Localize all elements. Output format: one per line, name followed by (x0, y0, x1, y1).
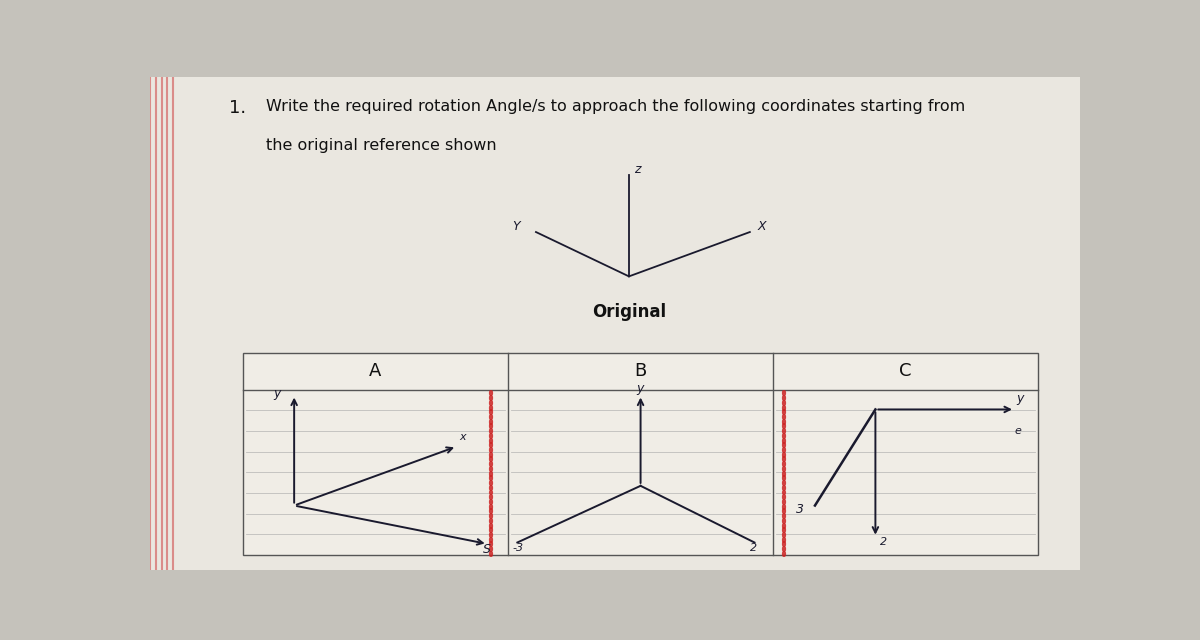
Text: Y: Y (512, 220, 521, 232)
Text: C: C (899, 362, 912, 380)
Text: 2: 2 (880, 537, 887, 547)
Text: y: y (1016, 392, 1024, 405)
Text: X: X (757, 220, 766, 232)
Text: Original: Original (592, 303, 666, 321)
Text: B: B (635, 362, 647, 380)
Text: S: S (482, 543, 491, 556)
Text: -3: -3 (512, 543, 524, 554)
Text: e: e (1015, 426, 1021, 436)
Text: 1.: 1. (229, 99, 246, 117)
Bar (242, 353, 1038, 555)
Text: A: A (370, 362, 382, 380)
Text: y: y (274, 387, 281, 400)
Text: 2: 2 (750, 543, 757, 554)
Text: x: x (460, 433, 467, 442)
Text: y: y (636, 382, 643, 395)
Text: 3: 3 (797, 503, 804, 516)
Text: Write the required rotation Angle/s to approach the following coordinates starti: Write the required rotation Angle/s to a… (266, 99, 966, 114)
Text: the original reference shown: the original reference shown (266, 138, 497, 154)
Text: z: z (634, 163, 640, 176)
